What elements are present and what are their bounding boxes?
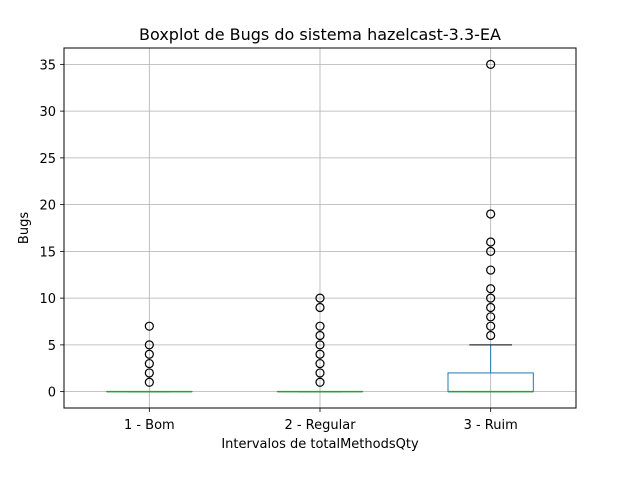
outlier-point: [486, 312, 496, 322]
y-axis-ticks: 0 5 10 15 20 25 30 35: [39, 58, 64, 401]
x-axis-label: Intervalos de totalMethodsQty: [221, 437, 419, 452]
outlier-point: [315, 321, 325, 331]
outlier-point: [144, 340, 154, 350]
outlier-point: [315, 293, 325, 303]
outlier-point: [486, 321, 496, 331]
outlier-point: [144, 321, 154, 331]
outlier-point: [486, 293, 496, 303]
outlier-point: [144, 349, 154, 359]
outlier-point: [486, 302, 496, 313]
y-tick-label: 0: [48, 386, 56, 401]
outlier-point: [144, 358, 154, 369]
grid-layer: [64, 48, 576, 408]
outlier-point: [315, 377, 325, 387]
outlier-point: [315, 330, 325, 341]
box-group: [447, 59, 534, 393]
plot-frame: [63, 47, 577, 409]
y-tick-label: 5: [48, 339, 56, 354]
y-axis-label: Bugs: [17, 212, 32, 244]
outlier-point: [315, 349, 325, 359]
outlier-point: [144, 368, 154, 378]
box-group: [276, 293, 364, 393]
boxes-layer: [106, 59, 534, 393]
outlier-point: [486, 246, 496, 256]
y-tick-label: 20: [39, 199, 56, 214]
outlier-point: [144, 377, 154, 387]
outlier-point: [486, 284, 496, 294]
outlier-point: [315, 358, 325, 369]
y-tick-label: 25: [39, 152, 56, 167]
x-tick-label: 1 - Bom: [124, 418, 175, 433]
outlier-point: [486, 237, 496, 247]
outlier-point: [315, 302, 325, 313]
x-axis-ticks: 1 - Bom 2 - Regular 3 - Ruim: [124, 408, 518, 433]
outlier-point: [486, 59, 496, 69]
outlier-point: [486, 265, 496, 275]
box-group: [106, 321, 193, 393]
chart-title: Boxplot de Bugs do sistema hazelcast-3.3…: [139, 25, 501, 44]
y-tick-label: 15: [39, 245, 56, 260]
outlier-point: [315, 368, 325, 378]
x-tick-label: 3 - Ruim: [464, 418, 518, 433]
x-tick-label: 2 - Regular: [284, 418, 356, 433]
outlier-point: [315, 340, 325, 350]
y-tick-label: 10: [39, 292, 56, 307]
outlier-point: [486, 209, 496, 219]
outlier-point: [486, 330, 496, 341]
y-tick-label: 30: [39, 105, 56, 120]
y-tick-label: 35: [39, 58, 56, 73]
